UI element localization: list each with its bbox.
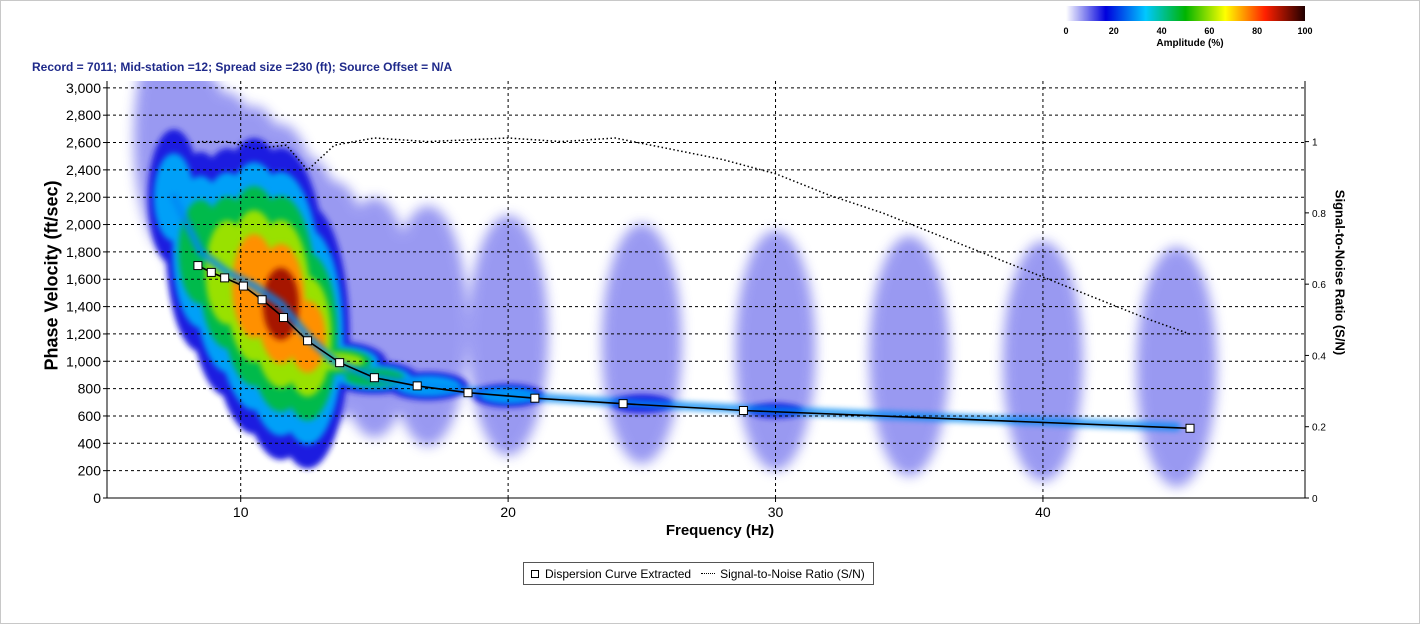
x-tick-label: 10 xyxy=(233,504,249,520)
dispersion-point xyxy=(278,313,288,323)
dispersion-point xyxy=(257,295,267,305)
y-tick-label: 800 xyxy=(78,381,102,397)
y2-tick-label: 0.8 xyxy=(1312,209,1326,220)
y-tick-label: 600 xyxy=(78,408,102,424)
heatmap-haze-cell xyxy=(1136,246,1217,487)
dispersion-point xyxy=(618,399,628,409)
y2-tick-label: 0.4 xyxy=(1312,351,1326,362)
x-tick-label: 30 xyxy=(768,504,784,520)
y-tick-label: 1,200 xyxy=(66,326,101,342)
legend-label-snr: Signal-to-Noise Ratio (S/N) xyxy=(720,566,865,581)
y-tick-label: 1,800 xyxy=(66,244,101,260)
x-axis-title: Frequency (Hz) xyxy=(665,522,775,539)
heatmap-haze-cell xyxy=(601,223,682,464)
x-tick-label: 20 xyxy=(500,504,516,520)
dispersion-point xyxy=(193,261,203,271)
colorbar xyxy=(1066,6,1305,21)
y-tick-label: 3,000 xyxy=(66,80,101,96)
legend-label-dispersion: Dispersion Curve Extracted xyxy=(545,566,692,581)
y-tick-label: 2,000 xyxy=(66,217,101,233)
y-tick-label: 1,400 xyxy=(66,299,101,315)
legend: Dispersion Curve Extracted Signal-to-Noi… xyxy=(523,562,874,585)
dispersion-point xyxy=(463,388,473,398)
heatmap-haze-cell xyxy=(869,235,950,476)
y2-tick-label: 0.6 xyxy=(1312,280,1326,291)
y-tick-label: 1,600 xyxy=(66,271,101,287)
y-tick-label: 1,000 xyxy=(66,353,101,369)
dispersion-point xyxy=(369,373,379,383)
y-tick-label: 200 xyxy=(78,463,102,479)
heatmap-haze-cell xyxy=(387,205,468,446)
colorbar-tick-label: 80 xyxy=(1252,26,1263,36)
y2-tick-label: 1 xyxy=(1312,138,1318,149)
colorbar-tick-label: 40 xyxy=(1156,26,1167,36)
y-tick-label: 2,400 xyxy=(66,162,101,178)
y-tick-label: 2,800 xyxy=(66,107,101,123)
dispersion-point xyxy=(738,405,748,415)
square-marker-icon xyxy=(530,569,540,579)
dispersion-point xyxy=(412,381,422,391)
y-axis-title: Phase Velocity (ft/sec) xyxy=(41,180,62,371)
chart-subtitle: Record = 7011; Mid-station =12; Spread s… xyxy=(32,60,453,74)
dotted-line-icon xyxy=(701,573,716,574)
dispersion-point xyxy=(335,358,345,368)
dispersion-point xyxy=(238,281,248,291)
dispersion-point xyxy=(220,273,230,283)
colorbar-tick-label: 100 xyxy=(1297,26,1313,36)
y2-axis-title: Signal-to-Noise Ratio (S/N) xyxy=(1332,189,1348,356)
y2-tick-label: 0 xyxy=(1312,494,1318,505)
y-tick-label: 2,200 xyxy=(66,189,101,205)
y2-tick-label: 0.2 xyxy=(1312,423,1326,434)
dispersion-point xyxy=(1185,423,1195,433)
colorbar-tick-label: 20 xyxy=(1108,26,1119,36)
colorbar-tick-label: 60 xyxy=(1204,26,1215,36)
y-tick-label: 400 xyxy=(78,435,102,451)
y-tick-label: 0 xyxy=(93,490,101,506)
dispersion-point xyxy=(206,267,216,277)
x-tick-label: 40 xyxy=(1035,504,1051,520)
heatmap-haze-cell xyxy=(735,230,816,471)
colorbar-tick-label: 0 xyxy=(1063,26,1069,36)
colorbar-title: Amplitude (%) xyxy=(1156,38,1224,49)
dispersion-point xyxy=(530,393,540,403)
y-tick-label: 2,600 xyxy=(66,135,101,151)
dispersion-point xyxy=(303,336,313,346)
